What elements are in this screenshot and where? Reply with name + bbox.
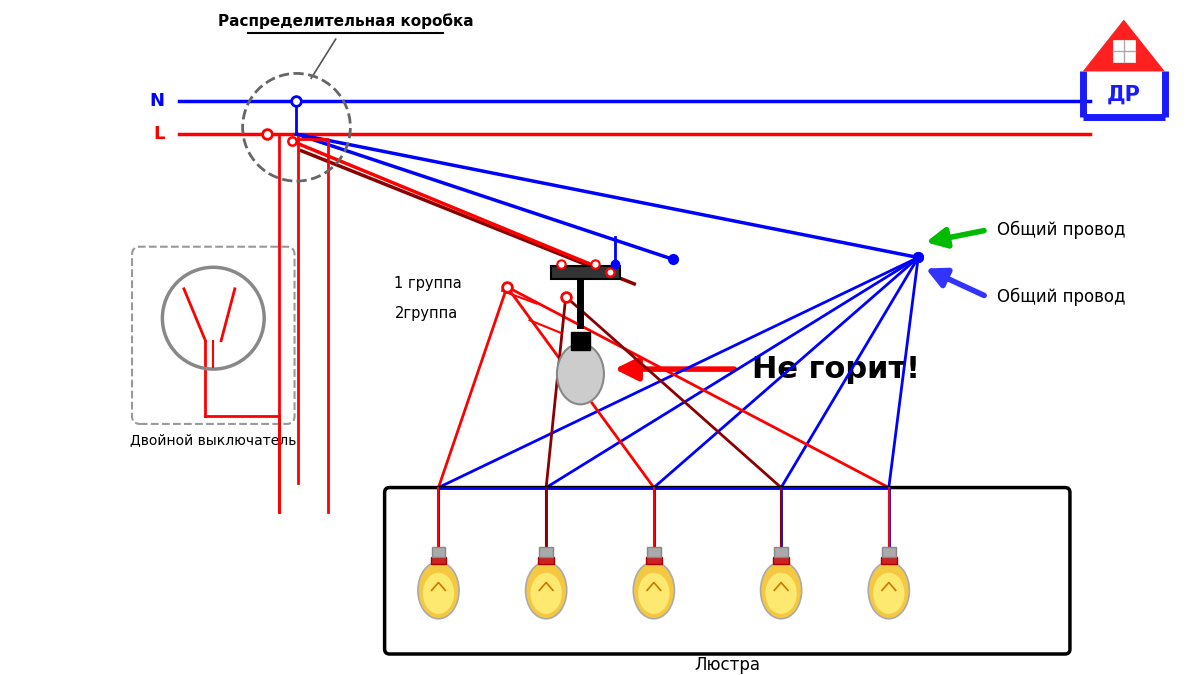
Bar (539, 557, 554, 564)
Ellipse shape (526, 562, 566, 619)
Text: ДР: ДР (1106, 85, 1141, 105)
Ellipse shape (766, 572, 797, 614)
Text: Общий провод: Общий провод (996, 221, 1126, 239)
Bar (1114, 40, 1134, 61)
Bar (539, 547, 553, 557)
Ellipse shape (761, 562, 802, 619)
Ellipse shape (869, 562, 910, 619)
Text: L: L (152, 125, 164, 143)
Ellipse shape (874, 572, 905, 614)
Text: Распределительная коробка: Распределительная коробка (217, 14, 473, 30)
Ellipse shape (422, 572, 454, 614)
Bar (774, 547, 788, 557)
Text: 2группа: 2группа (395, 306, 457, 321)
Bar (432, 547, 445, 557)
Bar (882, 547, 895, 557)
Text: Двойной выключатель: Двойной выключатель (130, 433, 296, 447)
Text: N: N (149, 92, 164, 110)
Ellipse shape (557, 344, 604, 404)
Text: Общий провод: Общий провод (996, 288, 1126, 306)
Bar (881, 557, 896, 564)
Text: Люстра: Люстра (695, 656, 761, 674)
Ellipse shape (634, 562, 674, 619)
Bar (551, 267, 619, 279)
Text: 1 группа: 1 группа (395, 277, 462, 292)
Ellipse shape (530, 572, 562, 614)
Bar (431, 557, 446, 564)
Ellipse shape (418, 562, 460, 619)
Bar (647, 547, 661, 557)
Bar (571, 332, 590, 350)
Bar (646, 557, 661, 564)
Bar (773, 557, 788, 564)
Text: Не горит!: Не горит! (751, 354, 919, 383)
Ellipse shape (638, 572, 670, 614)
Polygon shape (1082, 20, 1165, 72)
